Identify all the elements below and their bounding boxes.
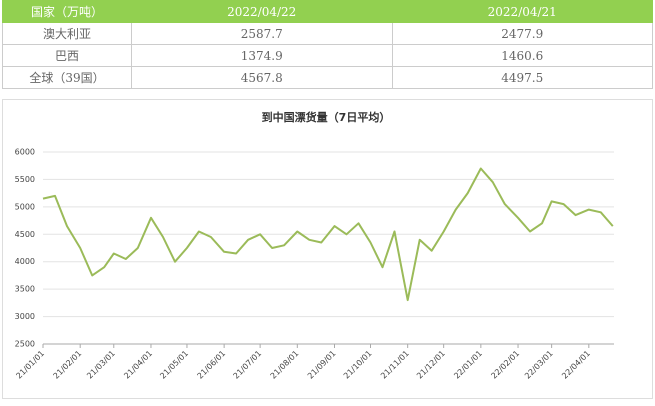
cell: 全球（39国） — [2, 66, 132, 89]
header-cell: 2022/04/21 — [391, 0, 653, 23]
y-tick-label: 5000 — [15, 202, 35, 211]
cell: 1460.6 — [391, 44, 653, 67]
data-table: 国家（万吨） 2022/04/22 2022/04/21 澳大利亚 2587.7 2… — [2, 0, 653, 89]
y-tick-label: 3500 — [15, 285, 35, 294]
x-tick-label: 21/09/01 — [306, 349, 338, 381]
y-tick-label: 4000 — [15, 257, 35, 266]
cell: 澳大利亚 — [2, 22, 132, 45]
x-tick-label: 21/06/01 — [196, 349, 228, 381]
header-cell: 2022/04/22 — [131, 0, 393, 23]
x-tick-label: 21/02/01 — [52, 349, 84, 381]
y-tick-label: 5500 — [15, 175, 35, 184]
x-tick-label: 21/10/01 — [342, 349, 374, 381]
y-tick-label: 3000 — [15, 312, 35, 321]
y-tick-label: 4500 — [15, 230, 35, 239]
cell: 1374.9 — [131, 44, 393, 67]
x-tick-label: 21/04/01 — [122, 349, 154, 381]
x-tick-label: 21/01/01 — [14, 349, 46, 381]
x-tick-label: 21/07/01 — [232, 349, 264, 381]
x-tick-label: 21/08/01 — [269, 349, 301, 381]
y-tick-label: 6000 — [15, 148, 35, 157]
table-row: 全球（39国） 4567.8 4497.5 — [2, 66, 653, 89]
cell: 4497.5 — [391, 66, 653, 89]
x-tick-label: 21/11/01 — [379, 349, 411, 381]
x-tick-label: 21/12/01 — [415, 349, 447, 381]
x-tick-label: 22/04/01 — [560, 349, 592, 381]
data-line — [42, 167, 614, 302]
y-tick-label: 2500 — [15, 340, 35, 349]
chart-box: 到中国漂货量（7日平均） 2500 3000 3500 4000 4500 5000 550… — [2, 99, 653, 399]
table-row: 巴西 1374.9 1460.6 — [2, 44, 653, 67]
x-tick-label: 21/05/01 — [158, 349, 190, 381]
table-header: 国家（万吨） 2022/04/22 2022/04/21 — [2, 0, 653, 23]
chart-title: 到中国漂货量（7日平均） — [262, 110, 391, 124]
cell: 4567.8 — [131, 66, 393, 89]
cell: 巴西 — [2, 44, 132, 67]
cell: 2587.7 — [131, 22, 393, 45]
header-cell: 国家（万吨） — [2, 0, 132, 23]
chart: 到中国漂货量（7日平均） 2500 3000 3500 4000 4500 5000 550… — [14, 110, 614, 381]
x-tick-label: 22/01/01 — [452, 349, 484, 381]
table-row: 澳大利亚 2587.7 2477.9 — [2, 22, 653, 45]
x-tick-label: 22/03/01 — [523, 349, 555, 381]
cell: 2477.9 — [391, 22, 653, 45]
x-tick-label: 21/03/01 — [85, 349, 117, 381]
x-tick-label: 22/02/01 — [489, 349, 521, 381]
